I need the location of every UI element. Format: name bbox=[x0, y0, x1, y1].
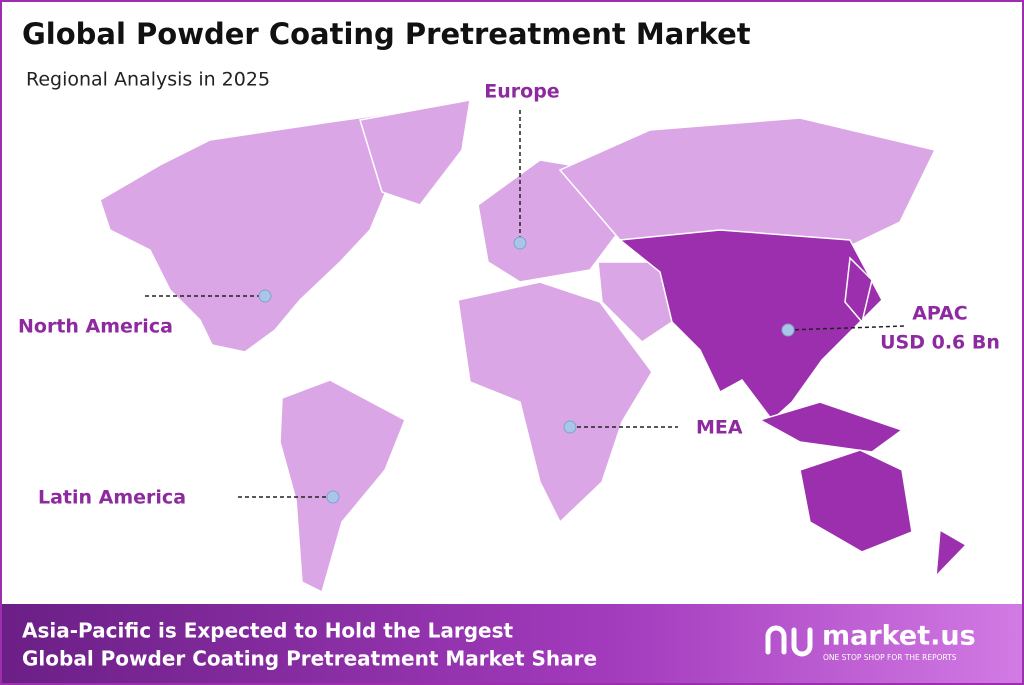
marker bbox=[781, 323, 795, 337]
region-label: MEA bbox=[696, 417, 743, 439]
subtitle: Regional Analysis in 2025 bbox=[26, 69, 270, 91]
marker bbox=[513, 236, 527, 250]
region-label: North America bbox=[18, 316, 173, 338]
title: Global Powder Coating Pretreatment Marke… bbox=[22, 17, 751, 51]
marker bbox=[563, 420, 577, 434]
world-map bbox=[99, 99, 968, 594]
footer-band bbox=[2, 604, 1022, 683]
region-label: Latin America bbox=[38, 487, 186, 509]
marker bbox=[326, 490, 340, 504]
leader-line bbox=[787, 325, 906, 331]
tagline: ONE STOP SHOP FOR THE REPORTS bbox=[823, 653, 957, 662]
region-label: APAC bbox=[912, 303, 968, 325]
marker bbox=[258, 289, 272, 303]
callouts: Europe North America APAC USD 0.6 Bn MEA… bbox=[18, 81, 1000, 509]
region-label: Europe bbox=[484, 81, 559, 103]
footer-line: Global Powder Coating Pretreatment Marke… bbox=[22, 647, 597, 671]
region-value: USD 0.6 Bn bbox=[880, 332, 1000, 354]
footer: Asia-Pacific is Expected to Hold the Lar… bbox=[2, 604, 1022, 683]
logo-icon bbox=[765, 625, 813, 657]
brand: market.us bbox=[822, 621, 976, 652]
footer-line: Asia-Pacific is Expected to Hold the Lar… bbox=[22, 619, 514, 643]
